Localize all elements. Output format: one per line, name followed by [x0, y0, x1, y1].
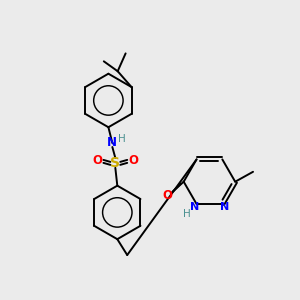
Text: N: N: [107, 136, 117, 148]
Text: O: O: [163, 189, 173, 202]
Text: H: H: [183, 209, 190, 219]
Text: O: O: [128, 154, 138, 167]
Text: H: H: [118, 134, 126, 144]
Text: N: N: [190, 202, 199, 212]
Text: S: S: [110, 156, 120, 170]
Text: O: O: [92, 154, 103, 167]
Text: N: N: [220, 202, 229, 212]
